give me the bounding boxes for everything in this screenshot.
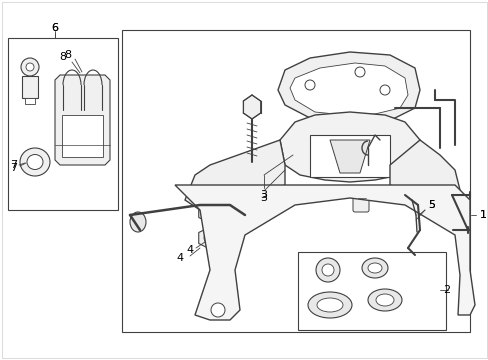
Text: 5: 5 — [427, 200, 435, 210]
Polygon shape — [198, 201, 221, 223]
Circle shape — [26, 63, 34, 71]
Polygon shape — [175, 185, 474, 320]
Text: 5: 5 — [427, 200, 435, 210]
Ellipse shape — [307, 292, 351, 318]
Ellipse shape — [361, 258, 387, 278]
Ellipse shape — [316, 298, 342, 312]
Text: 3: 3 — [260, 190, 267, 200]
Text: 7: 7 — [10, 160, 18, 170]
Polygon shape — [389, 140, 459, 200]
Polygon shape — [55, 75, 110, 165]
Bar — [22, 76, 38, 98]
Text: 6: 6 — [51, 23, 59, 33]
Text: 4: 4 — [186, 245, 193, 255]
Ellipse shape — [130, 212, 146, 232]
Polygon shape — [289, 63, 407, 115]
Text: 1: 1 — [479, 210, 486, 220]
Bar — [309, 135, 389, 177]
Ellipse shape — [367, 263, 381, 273]
Circle shape — [21, 58, 39, 76]
Text: 1: 1 — [479, 210, 486, 220]
Bar — [8, 38, 118, 210]
Text: 7: 7 — [10, 163, 18, 173]
Text: 2: 2 — [442, 285, 449, 295]
Text: 8: 8 — [64, 50, 71, 60]
Polygon shape — [329, 140, 369, 173]
Polygon shape — [184, 140, 285, 210]
Circle shape — [305, 80, 314, 90]
Bar — [25, 98, 35, 104]
Ellipse shape — [27, 154, 43, 170]
Circle shape — [203, 206, 216, 218]
Bar — [62, 115, 103, 157]
Polygon shape — [198, 227, 221, 249]
Text: 8: 8 — [60, 52, 66, 62]
Bar — [235, 200, 264, 210]
Text: 4: 4 — [176, 253, 183, 263]
Ellipse shape — [20, 148, 50, 176]
Polygon shape — [280, 112, 419, 182]
Text: 3: 3 — [260, 193, 267, 203]
Ellipse shape — [367, 289, 401, 311]
Circle shape — [210, 303, 224, 317]
Circle shape — [203, 232, 216, 244]
Ellipse shape — [375, 294, 393, 306]
Text: 6: 6 — [51, 23, 59, 33]
Circle shape — [379, 85, 389, 95]
Bar — [122, 30, 469, 332]
Polygon shape — [278, 52, 419, 122]
FancyBboxPatch shape — [352, 188, 368, 212]
Bar — [297, 252, 445, 330]
Circle shape — [354, 67, 364, 77]
Circle shape — [321, 264, 333, 276]
Polygon shape — [243, 95, 260, 119]
Circle shape — [315, 258, 339, 282]
